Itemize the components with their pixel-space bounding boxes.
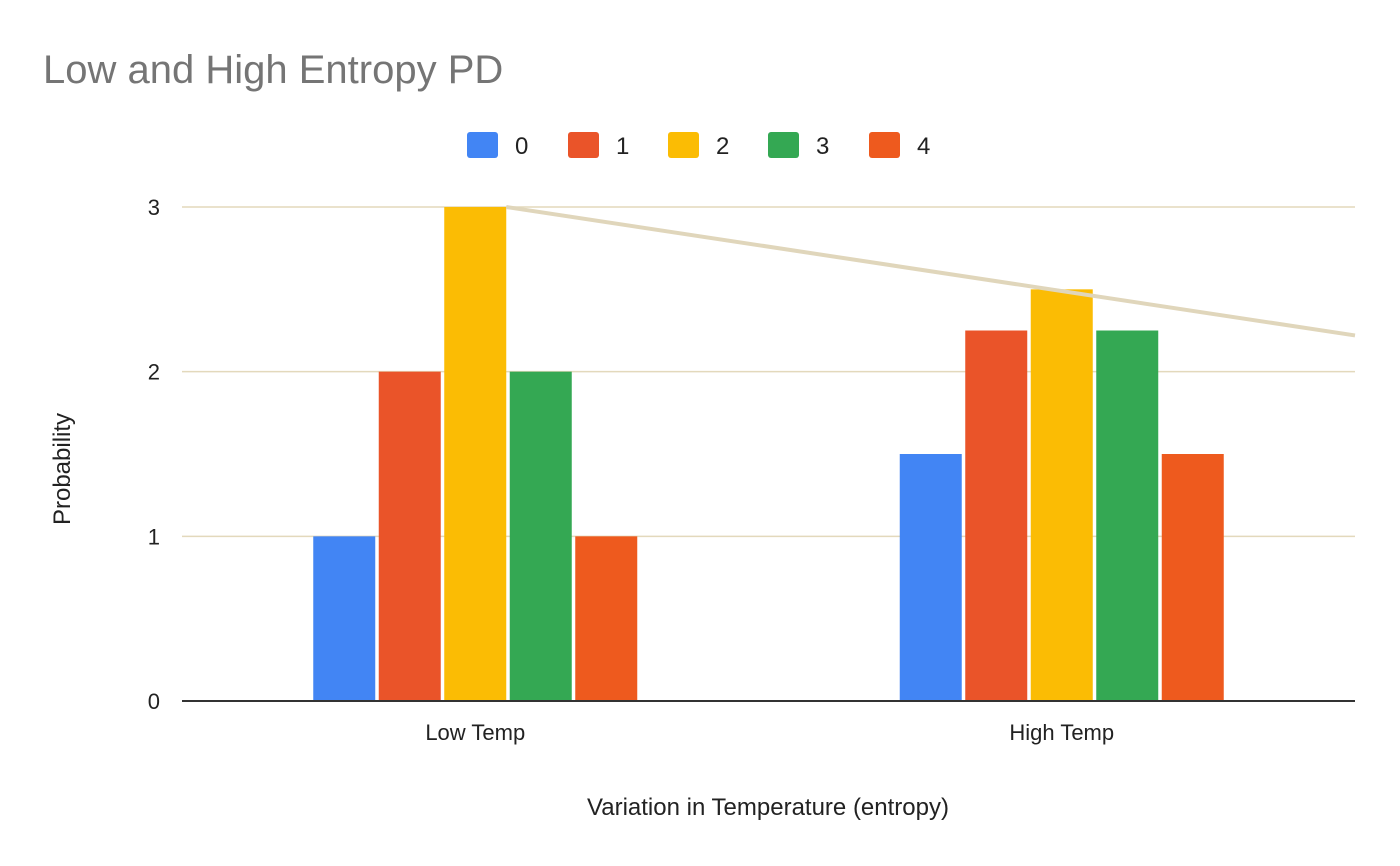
legend-label: 3 (816, 133, 829, 160)
legend-label: 4 (917, 133, 930, 160)
y-tick-label: 0 (148, 689, 160, 714)
legend-swatch (568, 132, 599, 158)
y-tick-label: 1 (148, 524, 160, 549)
bars (313, 207, 1224, 701)
legend-label: 1 (616, 133, 629, 160)
x-tick-label: Low Temp (425, 720, 525, 745)
legend-item-4: 4 (869, 132, 930, 160)
legend-item-3: 3 (768, 132, 829, 160)
y-tick-label: 3 (148, 195, 160, 220)
legend-swatch (668, 132, 699, 158)
bar-series-0-high-temp (899, 454, 962, 701)
y-axis-ticks: 0 1 2 3 (148, 195, 160, 714)
x-axis-title: Variation in Temperature (entropy) (587, 794, 949, 821)
x-tick-label: High Temp (1009, 720, 1114, 745)
gridlines (182, 206, 1355, 538)
legend-swatch (467, 132, 498, 158)
legend-item-2: 2 (668, 132, 729, 160)
y-tick-label: 2 (148, 360, 160, 385)
legend-swatch (768, 132, 799, 158)
bar-series-2-high-temp (1030, 289, 1093, 701)
legend-item-1: 1 (568, 132, 629, 160)
bar-series-4-low-temp (575, 536, 638, 701)
x-axis-ticks: Low Temp High Temp (425, 720, 1114, 745)
legend-swatch (869, 132, 900, 158)
trendline (505, 205, 1356, 338)
bar-series-3-low-temp (509, 371, 572, 701)
bar-series-3-high-temp (1096, 330, 1159, 701)
bar-series-1-low-temp (378, 371, 441, 701)
bar-series-2-low-temp (444, 207, 507, 701)
chart-title: Low and High Entropy PD (43, 48, 504, 92)
bar-series-0-low-temp (313, 536, 376, 701)
bar-series-1-high-temp (965, 330, 1028, 701)
legend-label: 2 (716, 133, 729, 160)
legend: 0 1 2 3 4 (467, 132, 930, 160)
y-axis-title: Probability (49, 413, 76, 525)
bar-series-4-high-temp (1161, 454, 1224, 701)
legend-item-0: 0 (467, 132, 528, 160)
legend-label: 0 (515, 133, 528, 160)
